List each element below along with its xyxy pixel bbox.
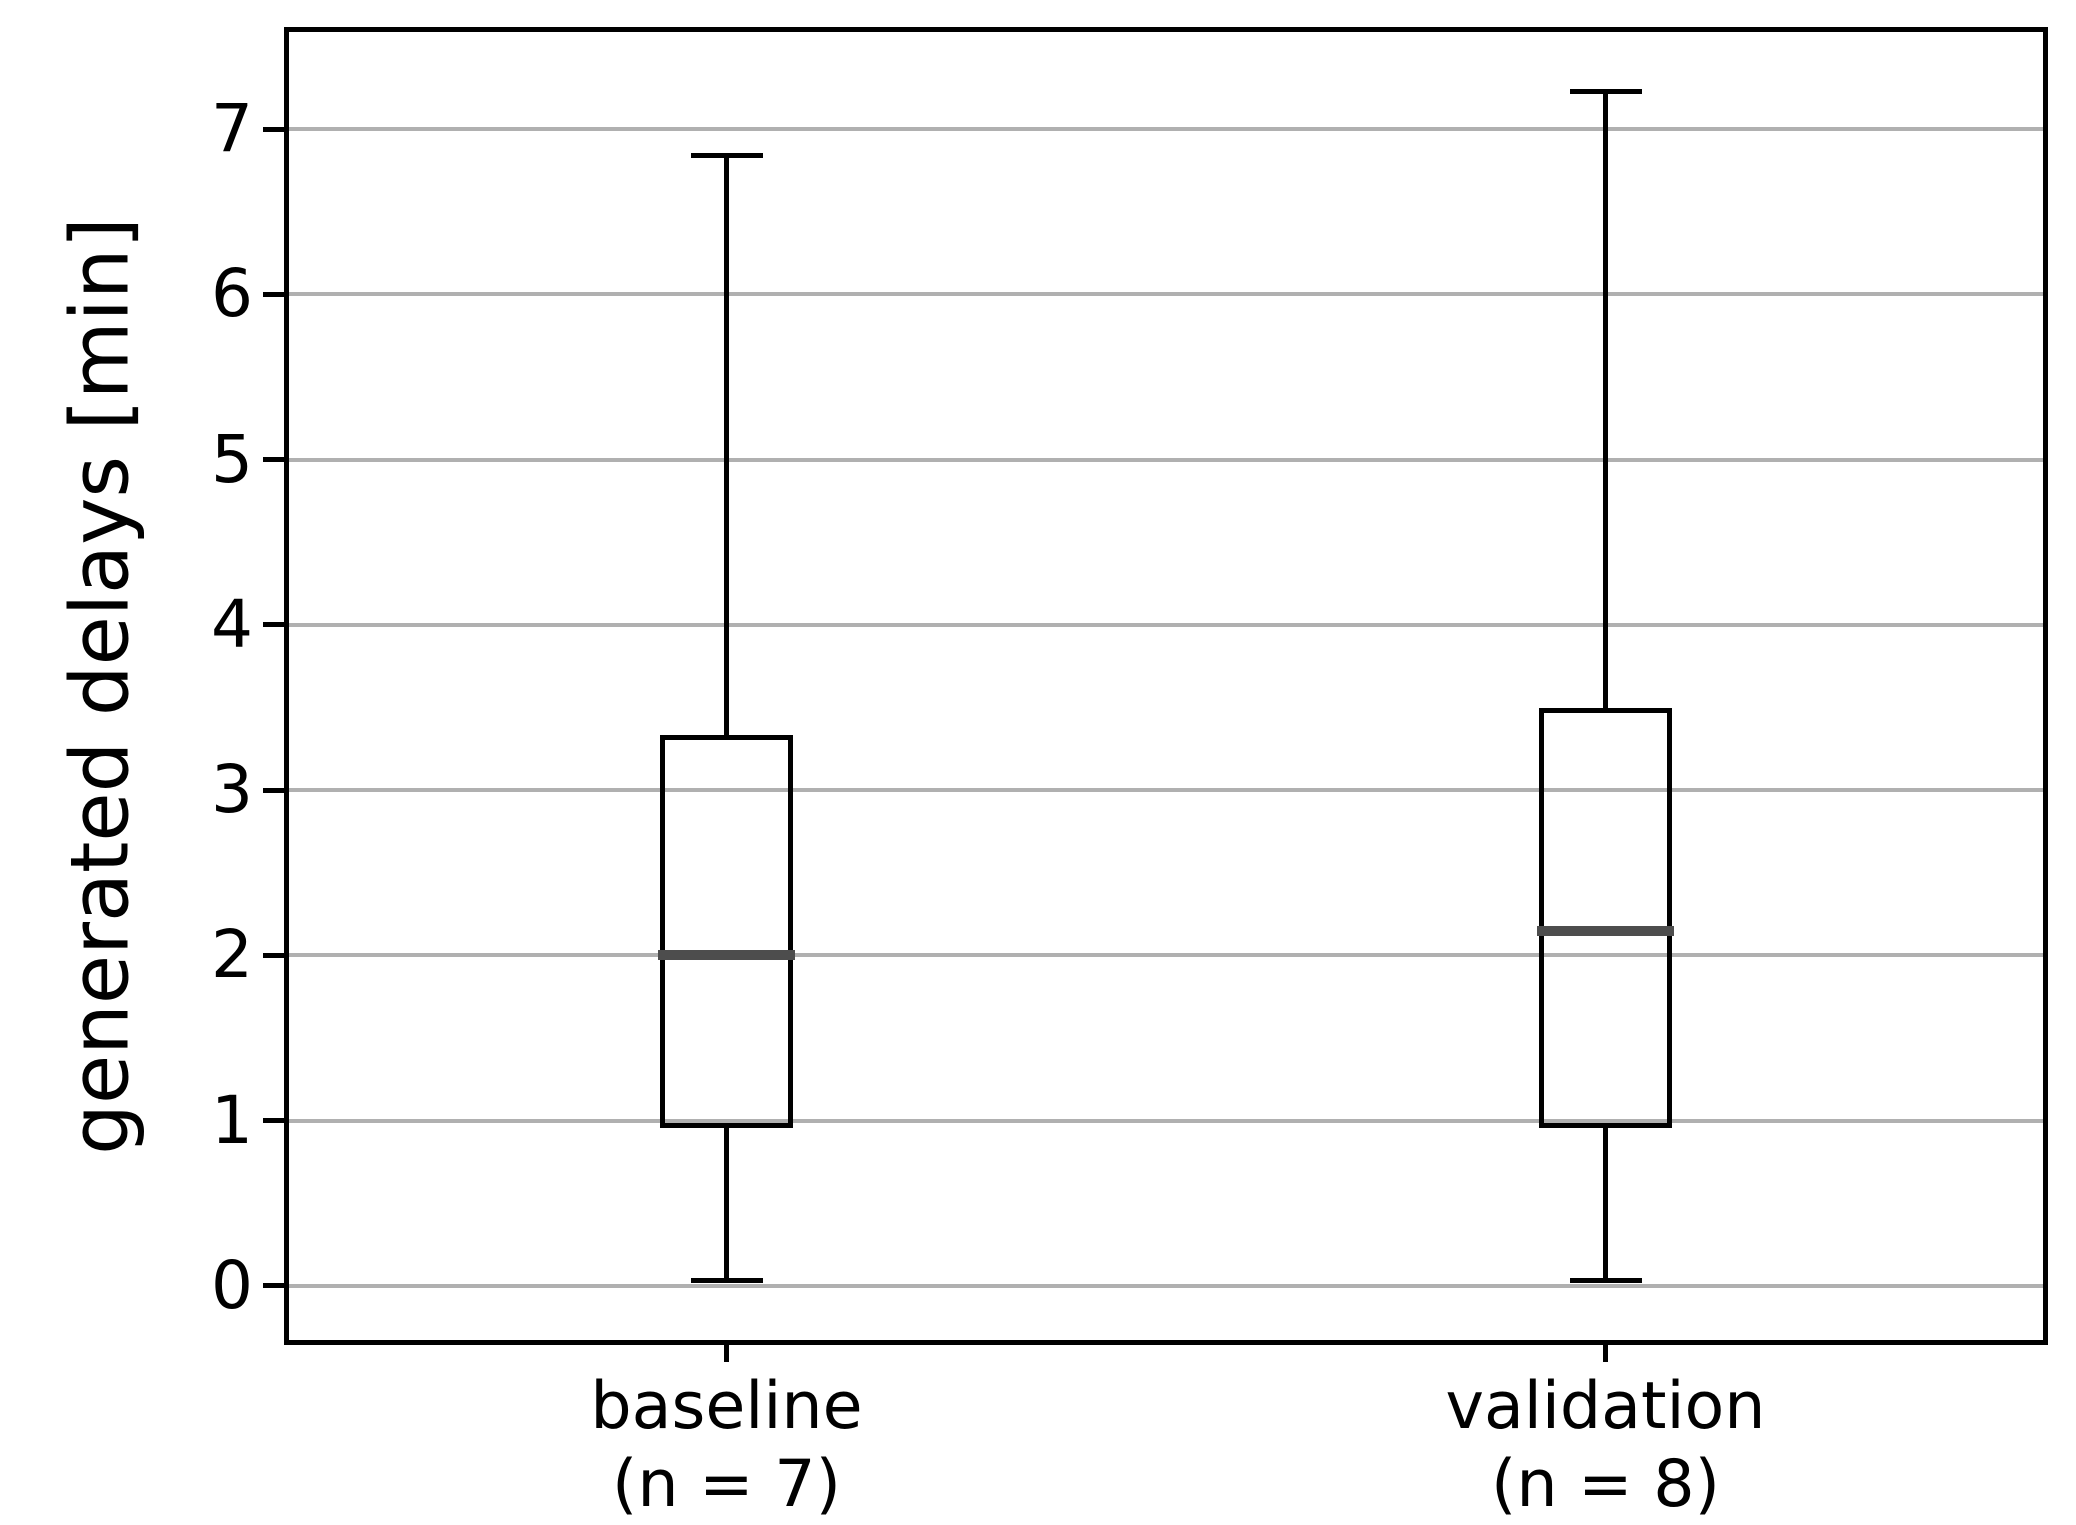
iqr-box (660, 734, 793, 1129)
category-name: validation (1445, 1369, 1766, 1444)
y-axis-label: generated delays [min] (53, 217, 147, 1155)
plot-area-border (284, 27, 2048, 1345)
upper-whisker-line (1603, 91, 1608, 711)
y-tick-label: 7 (211, 90, 253, 168)
y-gridline (287, 292, 2045, 297)
y-tick-label: 5 (211, 420, 253, 498)
category-name: baseline (590, 1369, 863, 1444)
lower-whisker-cap (1569, 1278, 1642, 1284)
y-tick-mark (263, 126, 287, 132)
y-gridline (287, 622, 2045, 627)
y-tick-label: 0 (211, 1246, 253, 1324)
upper-whisker-cap (1569, 88, 1642, 94)
y-tick-mark (263, 1118, 287, 1124)
y-gridline (287, 457, 2045, 462)
y-gridline (287, 1118, 2045, 1123)
lower-whisker-line (724, 1125, 729, 1281)
y-gridline (287, 1283, 2045, 1288)
category-count: (n = 7) (611, 1447, 842, 1522)
category-count: (n = 8) (1490, 1447, 1721, 1522)
median-line (658, 950, 795, 961)
y-gridline (287, 953, 2045, 958)
y-gridline (287, 788, 2045, 793)
x-tick-mark (724, 1342, 729, 1362)
y-tick-mark (263, 622, 287, 628)
y-tick-mark (263, 787, 287, 793)
y-tick-mark (263, 457, 287, 463)
y-tick-label: 1 (211, 1081, 253, 1159)
upper-whisker-line (724, 155, 729, 738)
x-tick-label: validation (n = 8) (1286, 1368, 1926, 1524)
y-tick-label: 4 (211, 585, 253, 663)
lower-whisker-line (1603, 1125, 1608, 1281)
y-tick-label: 2 (211, 916, 253, 994)
x-tick-mark (1603, 1342, 1608, 1362)
y-tick-mark (263, 952, 287, 958)
x-tick-label: baseline (n = 7) (407, 1368, 1047, 1524)
lower-whisker-cap (690, 1278, 763, 1284)
upper-whisker-cap (690, 153, 763, 159)
y-tick-mark (263, 291, 287, 297)
y-tick-mark (263, 1283, 287, 1289)
y-gridline (287, 127, 2045, 132)
iqr-box (1539, 708, 1672, 1129)
y-tick-label: 3 (211, 751, 253, 829)
y-tick-label: 6 (211, 255, 253, 333)
median-line (1537, 925, 1674, 936)
